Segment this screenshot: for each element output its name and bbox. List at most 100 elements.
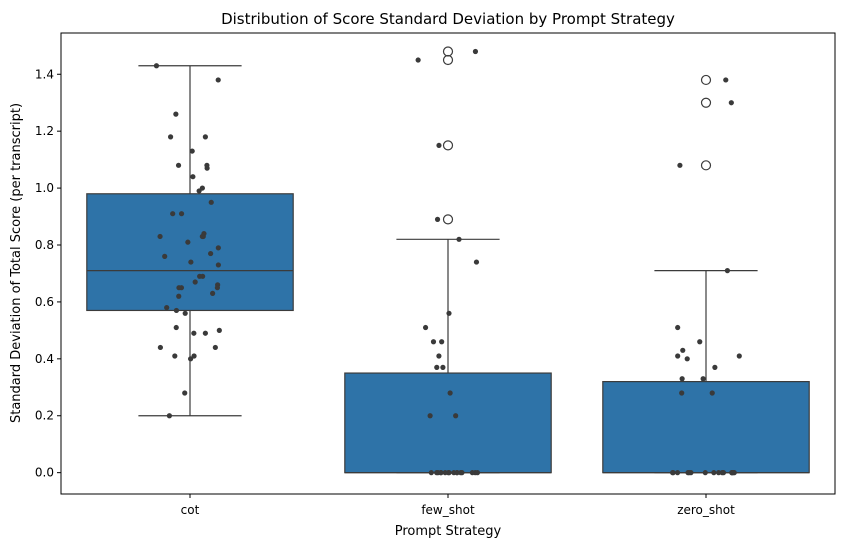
box-iqr <box>86 193 294 312</box>
strip-point <box>430 339 437 345</box>
strip-point <box>677 162 683 168</box>
x-tick-label: zero_shot <box>677 503 735 517</box>
strip-point <box>427 413 433 419</box>
strip-point <box>215 245 221 251</box>
strip-point <box>162 253 168 259</box>
strip-point <box>711 470 717 476</box>
strip-point <box>190 174 196 180</box>
strip-point <box>702 470 708 476</box>
strip-point <box>215 262 221 268</box>
strip-point <box>436 353 442 359</box>
outlier-marker <box>700 74 712 86</box>
strip-point <box>208 250 214 257</box>
outlier-marker <box>442 214 454 225</box>
strip-point <box>712 364 718 370</box>
x-tick-label: cot <box>181 503 200 517</box>
x-tick-label: few_shot <box>421 503 475 517</box>
strip-point <box>214 285 220 291</box>
strip-point <box>216 327 222 333</box>
strip-point <box>434 470 440 476</box>
strip-point <box>166 413 173 419</box>
strip-point <box>176 293 182 299</box>
strip-point <box>182 310 188 316</box>
strip-point <box>709 390 715 396</box>
strip-point <box>459 470 465 476</box>
strip-point <box>472 48 479 55</box>
strip-point <box>451 470 457 476</box>
strip-point <box>730 470 736 476</box>
strip-point <box>153 63 160 69</box>
strip-point <box>719 470 725 476</box>
outlier-marker <box>442 46 454 57</box>
strip-point <box>736 353 742 359</box>
strip-point <box>675 353 681 359</box>
strip-point <box>192 279 198 285</box>
strip-point <box>164 305 170 311</box>
strip-point <box>438 470 444 476</box>
strip-point <box>422 324 429 331</box>
y-tick-label: 0.6 <box>35 295 54 309</box>
strip-point <box>447 390 453 396</box>
strip-point <box>187 356 194 362</box>
strip-point <box>204 165 210 171</box>
strip-point <box>157 344 163 351</box>
strip-point <box>440 364 446 370</box>
chart-title: Distribution of Score Standard Deviation… <box>221 10 675 28</box>
strip-point <box>453 413 459 419</box>
y-tick-label: 1.4 <box>35 67 54 81</box>
y-tick-label: 1.2 <box>35 124 54 138</box>
strip-point <box>697 339 703 345</box>
strip-point <box>434 216 441 222</box>
strip-point <box>439 339 445 345</box>
y-tick-label: 0.2 <box>35 409 54 423</box>
strip-point <box>428 470 434 476</box>
strip-point <box>191 330 197 336</box>
strip-point <box>172 353 178 359</box>
strip-point <box>700 376 706 382</box>
strip-point <box>723 77 729 83</box>
strip-point <box>173 324 179 331</box>
strip-point <box>191 353 197 359</box>
strip-point <box>210 290 216 296</box>
strip-point <box>173 111 179 117</box>
strip-point <box>167 134 174 140</box>
strip-point <box>684 356 690 362</box>
y-axis-label: Standard Deviation of Total Score (per t… <box>9 103 24 423</box>
box-iqr <box>602 380 810 474</box>
strip-point <box>197 273 203 279</box>
strip-point <box>445 470 451 476</box>
y-tick-label: 0.0 <box>35 466 54 480</box>
y-tick-label: 1.0 <box>35 181 54 195</box>
strip-point <box>675 324 681 331</box>
box-iqr <box>344 372 552 474</box>
strip-point <box>185 239 191 245</box>
strip-point <box>456 236 462 242</box>
strip-point <box>202 330 208 336</box>
strip-point <box>202 134 208 140</box>
strip-point <box>715 470 722 476</box>
strip-point <box>182 390 188 396</box>
strip-point <box>473 259 480 265</box>
strip-point <box>215 77 221 83</box>
strip-point <box>728 100 734 106</box>
strip-point <box>188 259 194 265</box>
y-tick-label: 0.4 <box>35 352 54 366</box>
x-axis-label: Prompt Strategy <box>395 524 502 539</box>
strip-point <box>436 142 442 149</box>
strip-point <box>208 199 214 205</box>
plot-area: 0.0 0.2 0.4 0.6 0.8 1.0 1.2 1.4 cot few_shot zero_… <box>35 32 836 517</box>
y-tick-label: 0.8 <box>35 238 54 252</box>
strip-point <box>679 390 685 396</box>
strip-point <box>415 57 421 63</box>
strip-point <box>679 376 685 382</box>
strip-point <box>724 268 731 274</box>
strip-point <box>178 211 185 217</box>
strip-point <box>189 148 195 154</box>
strip-point <box>199 233 205 240</box>
outlier-marker <box>700 160 712 171</box>
strip-point <box>212 344 218 351</box>
strip-point <box>434 364 440 370</box>
strip-point <box>196 188 202 194</box>
strip-point <box>176 285 182 291</box>
